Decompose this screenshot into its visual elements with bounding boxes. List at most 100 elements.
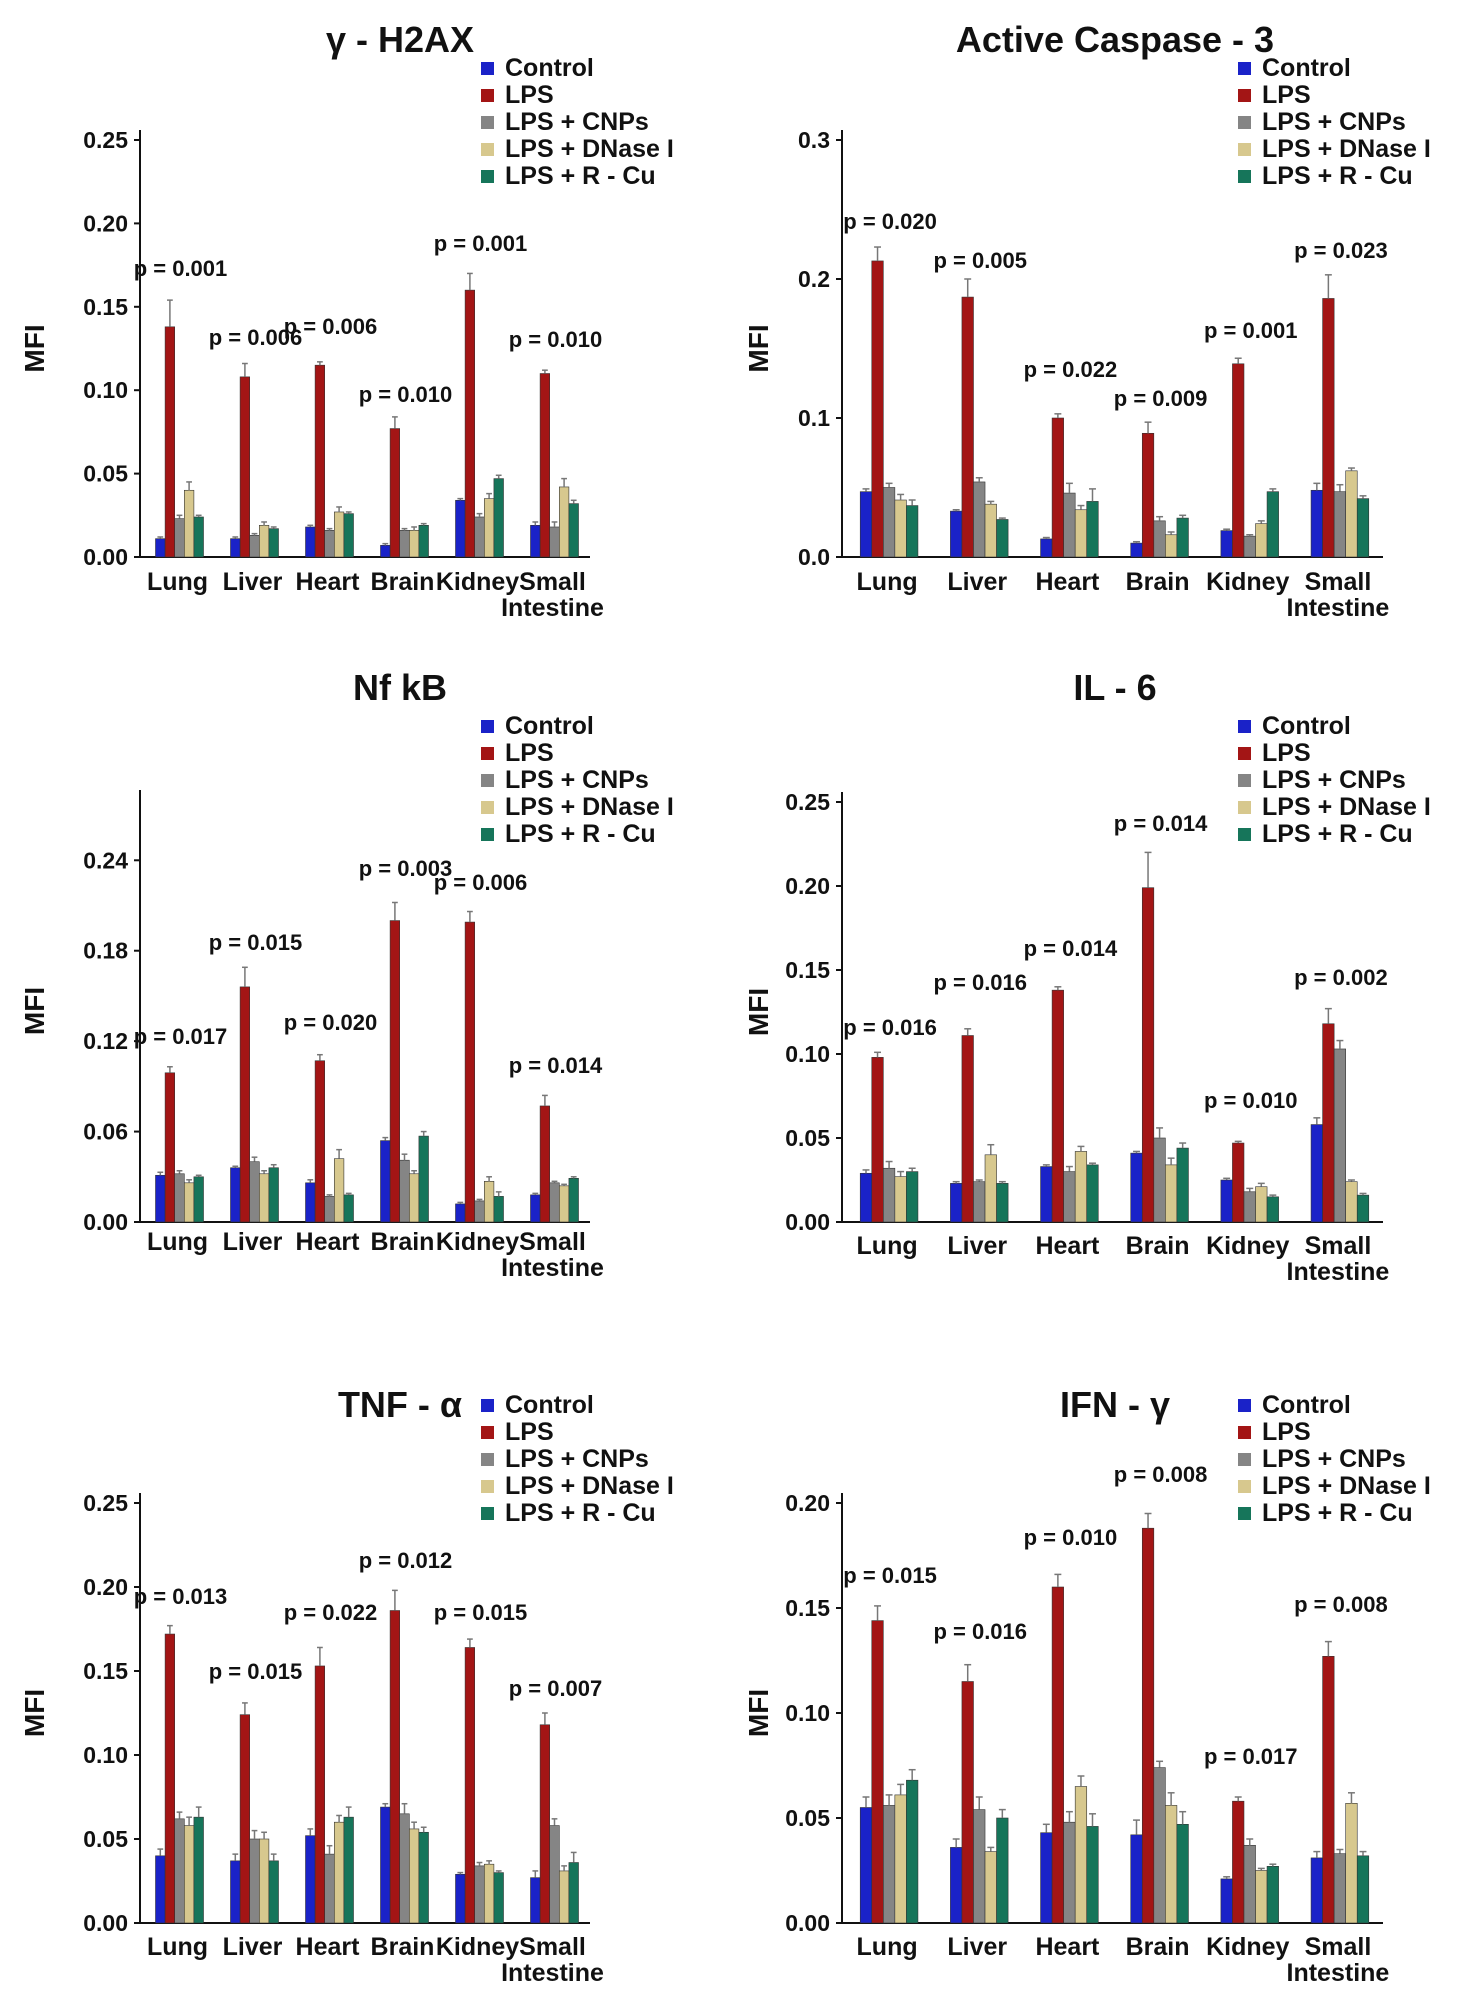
- y-tick-label: 0.20: [785, 1490, 830, 1516]
- legend-swatch: [1238, 89, 1251, 102]
- bar: [950, 1183, 963, 1223]
- bar: [418, 1135, 429, 1223]
- p-value-label: p = 0.022: [284, 1600, 378, 1625]
- y-tick-label: 0.20: [83, 1574, 128, 1600]
- bar: [1266, 491, 1279, 558]
- x-category-label: Liver: [223, 568, 283, 596]
- bar: [333, 511, 345, 558]
- y-tick-label: 0.3: [798, 127, 830, 153]
- bar: [1153, 520, 1166, 558]
- bar: [239, 376, 251, 558]
- bar: [539, 373, 550, 558]
- bar: [1063, 492, 1076, 558]
- legend-swatch: [481, 62, 494, 75]
- bar: [1345, 1181, 1358, 1223]
- legend-entry: LPS + CNPs: [1262, 108, 1406, 136]
- legend-swatch: [481, 1399, 494, 1412]
- bar: [1232, 1800, 1245, 1924]
- x-category-label: Lung: [147, 568, 208, 596]
- chart-title: IL - 6: [1073, 667, 1156, 708]
- x-category-label: Liver: [947, 1933, 1007, 1961]
- bar: [464, 1647, 476, 1924]
- legend-swatch: [481, 143, 494, 156]
- bar: [894, 1176, 907, 1223]
- y-tick-label: 0.10: [785, 1700, 830, 1726]
- p-value-label: p = 0.022: [1024, 357, 1118, 382]
- bar: [1220, 1179, 1233, 1223]
- bar: [1141, 432, 1155, 558]
- x-category-label: Brain: [371, 1933, 435, 1961]
- bar: [184, 489, 195, 558]
- bar: [859, 1807, 873, 1924]
- p-value-label: p = 0.016: [933, 1619, 1027, 1644]
- x-category-label: Brain: [1126, 1232, 1190, 1260]
- bar: [174, 1818, 185, 1924]
- y-axis-label: MFI: [19, 987, 50, 1035]
- x-category-label: Intestine: [501, 594, 604, 622]
- y-tick-label: 0.10: [785, 1041, 830, 1067]
- chart-title: Nf kB: [353, 667, 447, 708]
- bar: [1074, 1151, 1088, 1223]
- x-category-label: Small: [519, 1228, 586, 1256]
- bar: [996, 1183, 1009, 1223]
- bar: [268, 528, 279, 558]
- bar: [333, 1158, 345, 1223]
- bar: [1051, 1586, 1064, 1924]
- x-category-label: Brain: [1126, 568, 1190, 596]
- legend-entry: LPS + DNase I: [1262, 793, 1431, 821]
- bar: [1333, 491, 1346, 558]
- legend-swatch: [1238, 828, 1251, 841]
- x-category-label: Kidney: [1206, 1933, 1289, 1961]
- bar: [961, 1681, 974, 1924]
- bar: [549, 1825, 560, 1924]
- bar: [399, 1813, 410, 1924]
- x-category-label: Intestine: [501, 1254, 604, 1282]
- bar: [155, 538, 166, 558]
- bar: [883, 1167, 896, 1223]
- x-category-label: Small: [519, 1933, 586, 1961]
- y-axis-label: MFI: [743, 1689, 774, 1737]
- x-category-label: Intestine: [1287, 1959, 1390, 1987]
- x-category-label: Kidney: [436, 1228, 519, 1256]
- bar: [1074, 1786, 1088, 1924]
- bar: [894, 1794, 907, 1924]
- y-tick-label: 0.10: [83, 1742, 128, 1768]
- legend-entry: LPS: [1262, 1418, 1311, 1446]
- bar: [474, 1865, 485, 1924]
- bar: [324, 1853, 335, 1924]
- bar: [324, 1196, 335, 1223]
- legend-swatch: [1238, 1453, 1251, 1466]
- p-value-label: p = 0.005: [933, 248, 1027, 273]
- bar: [1220, 530, 1233, 558]
- bar: [174, 518, 185, 558]
- bar: [1255, 523, 1268, 558]
- legend-swatch: [481, 89, 494, 102]
- bar: [464, 921, 476, 1223]
- bar: [859, 1172, 873, 1223]
- bar: [380, 1140, 391, 1223]
- y-tick-label: 0.00: [83, 544, 128, 570]
- bar: [464, 289, 476, 558]
- p-value-label: p = 0.002: [1294, 965, 1388, 990]
- bar: [1266, 1866, 1279, 1924]
- p-value-label: p = 0.010: [1204, 1088, 1298, 1113]
- legend-swatch: [481, 747, 494, 760]
- bar: [483, 498, 495, 558]
- chart-title: Active Caspase - 3: [956, 19, 1274, 60]
- bar: [155, 1855, 166, 1924]
- x-category-label: Intestine: [1287, 1258, 1390, 1286]
- bar: [230, 1860, 241, 1924]
- legend-entry: LPS + DNase I: [505, 793, 674, 821]
- legend-entry: LPS + CNPs: [1262, 766, 1406, 794]
- bar: [418, 1831, 429, 1924]
- bar: [249, 535, 260, 558]
- bar: [1220, 1878, 1233, 1924]
- legend-swatch: [481, 1453, 494, 1466]
- bar: [239, 986, 251, 1223]
- x-category-label: Heart: [1035, 568, 1100, 596]
- legend-entry: LPS + CNPs: [1262, 1445, 1406, 1473]
- bar: [894, 499, 907, 558]
- x-category-label: Lung: [147, 1933, 208, 1961]
- p-value-label: p = 0.015: [434, 1600, 528, 1625]
- bar: [549, 1182, 560, 1223]
